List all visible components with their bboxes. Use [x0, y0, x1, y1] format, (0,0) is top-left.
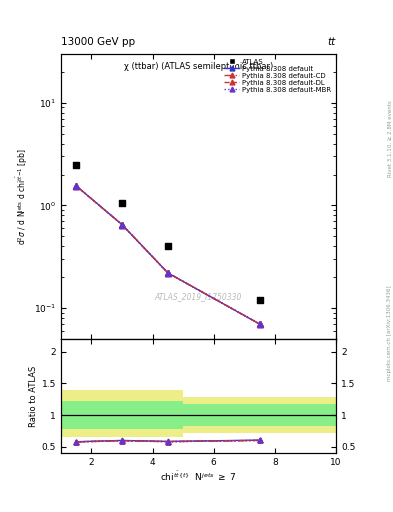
Text: tt: tt: [328, 37, 336, 47]
Text: Rivet 3.1.10, ≥ 2.8M events: Rivet 3.1.10, ≥ 2.8M events: [387, 100, 392, 177]
Legend: ATLAS, Pythia 8.308 default, Pythia 8.308 default-CD, Pythia 8.308 default-DL, P: ATLAS, Pythia 8.308 default, Pythia 8.30…: [222, 57, 332, 94]
Point: [257, 296, 263, 304]
Point: [165, 242, 171, 250]
Text: 13000 GeV pp: 13000 GeV pp: [61, 37, 135, 47]
Point: [73, 160, 79, 168]
Point: [119, 199, 125, 207]
Text: ATLAS_2019_I1750330: ATLAS_2019_I1750330: [155, 292, 242, 301]
Text: mcplots.cern.ch [arXiv:1306.3436]: mcplots.cern.ch [arXiv:1306.3436]: [387, 285, 392, 380]
X-axis label: chi$^{t\bar{t}\{t\}}$  N$^{jets}$ $\geq$ 7: chi$^{t\bar{t}\{t\}}$ N$^{jets}$ $\geq$ …: [160, 470, 237, 483]
Y-axis label: d$^2\sigma$ / d N$^{\rm jets}$ d chi$^{t\bar{t}}{}^{-1}$ [pb]: d$^2\sigma$ / d N$^{\rm jets}$ d chi$^{t…: [14, 148, 29, 245]
Text: χ (ttbar) (ATLAS semileptonic ttbar): χ (ttbar) (ATLAS semileptonic ttbar): [124, 62, 273, 71]
Y-axis label: Ratio to ATLAS: Ratio to ATLAS: [29, 366, 37, 426]
